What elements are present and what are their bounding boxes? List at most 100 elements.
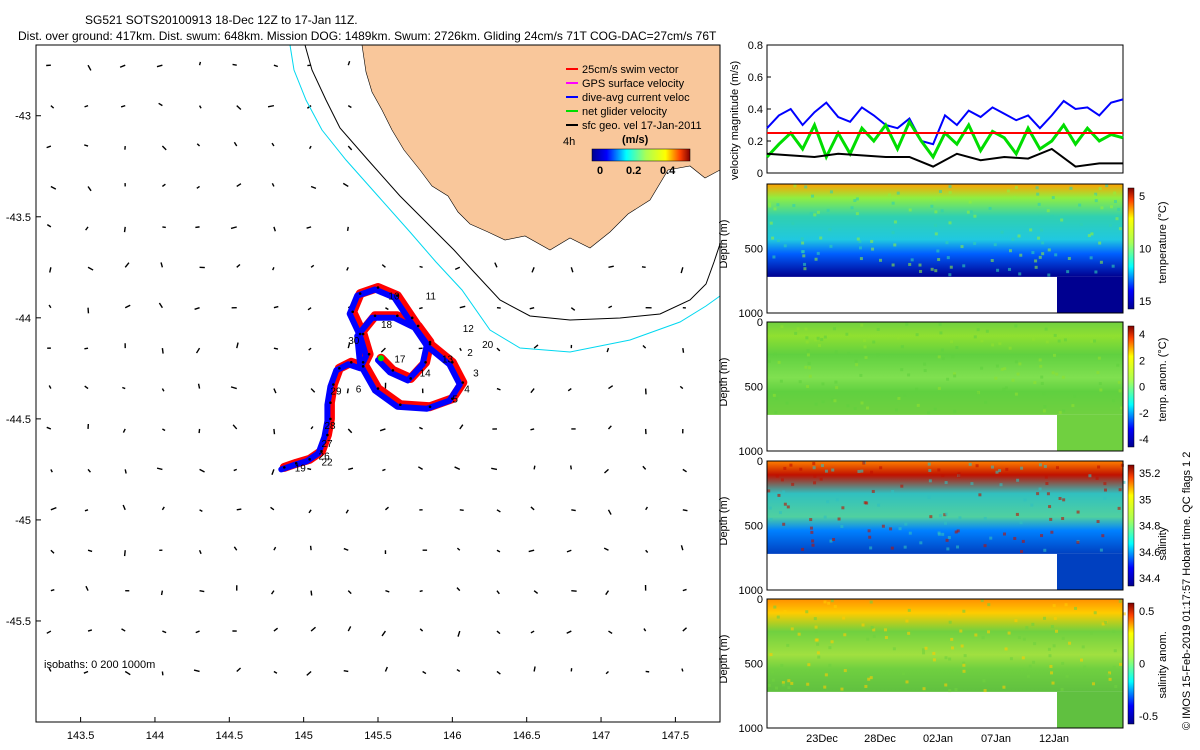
section-sample	[797, 632, 801, 636]
map-y-tick-5: -45.5	[6, 616, 31, 628]
section-sample	[1016, 372, 1020, 376]
section-sample	[1076, 540, 1080, 544]
section-cbar-tick-2: 15	[1139, 296, 1151, 308]
geo-arrow	[682, 468, 687, 473]
section-sample	[980, 599, 984, 603]
map-x-tick-7: 147	[592, 730, 610, 742]
section-sample	[1091, 682, 1095, 686]
track-point	[329, 417, 332, 421]
section-sample	[804, 365, 808, 369]
section-sample	[864, 356, 868, 360]
section-sample	[966, 210, 970, 214]
section-sample	[987, 630, 991, 634]
section-sample	[805, 340, 809, 344]
section-sample	[952, 668, 956, 672]
section-sample	[928, 479, 932, 483]
section-sample	[1061, 661, 1065, 665]
section-sample	[923, 369, 927, 373]
section-sample	[1120, 463, 1124, 467]
geo-arrow	[195, 347, 201, 354]
section-sample	[968, 200, 972, 204]
section-sample	[884, 628, 888, 632]
geo-arrow	[346, 388, 349, 394]
section-sample	[944, 683, 948, 687]
section-sample	[908, 262, 912, 266]
geo-arrow	[236, 263, 241, 268]
geo-arrow	[161, 183, 166, 188]
map-x-axis: 143.5 144 144.5 145 145.5 146 146.5 147 147.5	[67, 717, 689, 742]
section-sample	[1053, 333, 1057, 337]
section-sample	[891, 489, 895, 493]
geo-arrow	[379, 428, 386, 432]
geo-arrow	[161, 348, 164, 354]
geo-arrow	[496, 670, 501, 675]
section-sample	[1043, 464, 1047, 468]
section-sample	[1043, 405, 1047, 409]
section-sample	[830, 640, 834, 644]
section-sample	[868, 535, 872, 539]
section-sample	[869, 546, 873, 550]
section-sample	[773, 207, 777, 211]
section-sample	[950, 340, 954, 344]
legend-label-3: net glider velocity	[582, 106, 667, 118]
section-sample	[771, 678, 775, 682]
geo-arrow	[347, 105, 352, 109]
section-sample	[1052, 353, 1056, 357]
geo-arrow	[342, 182, 349, 188]
section-sample	[828, 228, 832, 232]
section-sample	[945, 241, 949, 245]
section-sample	[1067, 256, 1071, 260]
track-point	[399, 403, 402, 407]
time-tick-4: 12Jan	[1039, 733, 1069, 745]
section-sample	[827, 601, 831, 605]
section-sample	[1048, 505, 1052, 509]
day-label-6: 6	[356, 385, 362, 396]
section-sample	[837, 517, 841, 521]
geo-arrow	[571, 589, 577, 592]
section-sample	[1118, 389, 1122, 393]
section-sample	[767, 359, 771, 363]
geo-arrow	[457, 630, 461, 637]
section-sample	[1103, 496, 1107, 500]
map-x-tick-4: 145.5	[364, 730, 392, 742]
section-sample	[1020, 550, 1024, 554]
section-sample	[821, 400, 825, 404]
section-sample	[858, 246, 862, 250]
geo-arrow	[310, 590, 313, 596]
section-sample	[853, 406, 857, 410]
colorbar-unit: (m/s)	[622, 134, 649, 146]
geo-arrow	[381, 630, 387, 637]
section-cbar-tick-3: -2	[1139, 408, 1149, 420]
geo-arrow	[198, 549, 202, 555]
geo-arrow	[606, 347, 610, 353]
day-label-19: 19	[295, 463, 307, 474]
section-sample	[1094, 199, 1098, 203]
section-sample	[946, 377, 950, 381]
section-sample	[950, 637, 954, 641]
section-frame	[766, 598, 1124, 729]
map-y-tick-0: -43	[15, 111, 31, 123]
geo-arrow	[608, 305, 613, 309]
geo-arrow	[456, 547, 461, 551]
section-sample	[1041, 252, 1045, 256]
section-sample	[1037, 202, 1041, 206]
geo-arrow	[123, 550, 126, 557]
section-sample	[789, 463, 793, 467]
section-sample	[859, 373, 863, 377]
section-sample	[1040, 534, 1044, 538]
section-sample	[982, 679, 986, 683]
section-sample	[772, 255, 776, 259]
section-sample	[1019, 253, 1023, 257]
section-sample	[1017, 636, 1021, 640]
section-sample	[829, 539, 833, 543]
section-sample	[1122, 480, 1126, 484]
geo-arrow	[122, 504, 126, 511]
section-sample	[806, 353, 810, 357]
day-label-30: 30	[348, 336, 360, 347]
section-sample	[1066, 270, 1070, 274]
section-sample	[1040, 375, 1044, 379]
section-sample	[781, 681, 785, 685]
section-sample	[1081, 645, 1085, 649]
section-sample	[922, 651, 926, 655]
